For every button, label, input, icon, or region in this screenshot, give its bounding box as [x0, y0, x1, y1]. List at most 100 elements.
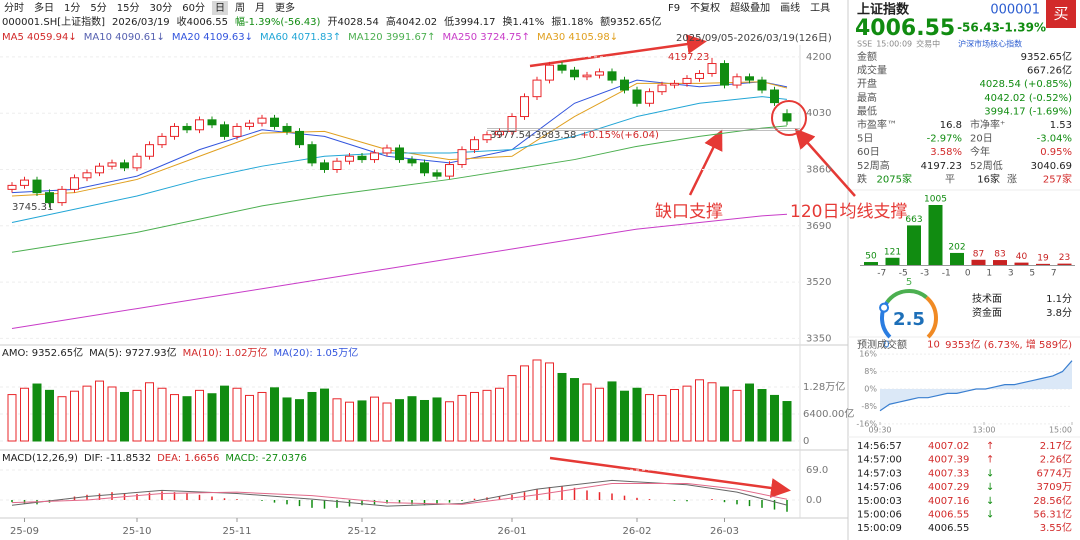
- trade-volume: 2.26亿: [1040, 453, 1072, 466]
- trade-price: 4007.16: [928, 496, 969, 507]
- volume-bar: [95, 380, 104, 442]
- ma-legend: MA30 4105.98↓: [537, 32, 618, 43]
- score-value: 3.8分: [1046, 307, 1072, 319]
- period-tab[interactable]: 5分: [90, 2, 106, 14]
- period-tab[interactable]: 30分: [149, 2, 172, 14]
- stat: 涨: [1007, 173, 1017, 185]
- tool-button[interactable]: F9: [668, 3, 680, 14]
- period-tab[interactable]: 日: [215, 3, 225, 14]
- trade-time: 14:57:03: [857, 468, 902, 479]
- stat: 52周高: [857, 159, 890, 172]
- stat: 金额: [857, 50, 877, 63]
- volume-bar: [532, 359, 542, 442]
- info: SSE: [857, 40, 872, 49]
- candle-body: [695, 72, 704, 79]
- stat: 平: [945, 174, 955, 185]
- trade-volume: 2.17亿: [1040, 439, 1072, 452]
- edge-label: 0: [965, 269, 971, 279]
- x-tick-label: 25-11: [222, 526, 251, 537]
- stat: 16家: [977, 172, 1000, 185]
- volume-bar: [670, 389, 679, 442]
- stat: 市盈率™: [857, 118, 897, 131]
- intraday-line: [879, 360, 1073, 412]
- volume-bar: [570, 378, 579, 442]
- volume-bar: [207, 393, 217, 442]
- stat: 9352.65亿: [1021, 50, 1072, 63]
- period-tab[interactable]: 分时: [4, 2, 24, 14]
- volume-bar: [582, 383, 592, 442]
- stat: 52周低: [970, 159, 1003, 172]
- annotation: 4197.23: [668, 52, 709, 63]
- trade-time: 15:00:06: [857, 510, 902, 521]
- candle-body: [607, 71, 617, 81]
- volume-bar: [482, 389, 492, 442]
- volume-bar: [520, 365, 529, 442]
- volume-bar: [645, 394, 654, 442]
- period-tab[interactable]: 1分: [64, 2, 80, 14]
- tool-button[interactable]: 超级叠加: [730, 1, 770, 14]
- volume-bar: [57, 396, 67, 442]
- trade-price: 4007.39: [928, 455, 969, 466]
- candle-body: [482, 134, 492, 141]
- annotation: 120日均线支撑: [790, 202, 907, 222]
- quote-field: 000001.SH[上证指数]: [2, 15, 105, 28]
- volume-bar: [770, 394, 779, 442]
- candle-body: [20, 179, 29, 186]
- stat: 16.8: [940, 120, 962, 131]
- ma-legend: MA120 3991.67↑: [348, 32, 435, 43]
- candle-body: [370, 152, 379, 161]
- trade-price: 4007.29: [928, 482, 969, 493]
- bar-label: 202: [948, 242, 965, 252]
- tool-button[interactable]: 不复权: [690, 1, 720, 14]
- stat: -2.97%: [927, 134, 962, 145]
- candle-body: [445, 164, 454, 177]
- volume-bar: [32, 383, 42, 442]
- volume-bar: [282, 397, 292, 442]
- candle-body: [320, 162, 329, 171]
- period-tab[interactable]: 周: [235, 2, 245, 14]
- buy-button[interactable]: [1046, 0, 1076, 28]
- y-tick-label: 16%: [859, 350, 877, 359]
- period-tab[interactable]: 15分: [117, 2, 140, 14]
- volume-legend: MA(10): 1.02万亿: [183, 346, 268, 359]
- ma-line: [11, 125, 788, 253]
- macd-legend: DIF: -11.8532: [84, 453, 151, 464]
- candle-body: [220, 124, 229, 137]
- candle-body: [570, 69, 579, 78]
- stat: 4028.54 (+0.85%): [980, 79, 1073, 90]
- period-tab[interactable]: 多日: [34, 1, 54, 14]
- quote-field: 振1.18%: [551, 15, 593, 28]
- score-value: 1.1分: [1046, 293, 1072, 305]
- candle-body: [507, 116, 517, 132]
- gauge-arc: [925, 295, 938, 339]
- volume-bar: [270, 387, 279, 442]
- volume-bar: [320, 388, 329, 442]
- candle-body: [645, 91, 654, 104]
- active-tab: [211, 1, 228, 15]
- stat: 1.53: [1050, 120, 1072, 131]
- candle-body: [670, 82, 679, 86]
- volume-bar: [120, 391, 129, 442]
- tool-button[interactable]: 画线: [780, 1, 800, 14]
- stat: 市净率⁺: [970, 118, 1005, 131]
- tool-button[interactable]: 工具: [810, 2, 830, 14]
- buy-label[interactable]: 买: [1053, 5, 1068, 23]
- volume-bar: [132, 389, 142, 442]
- period-tab[interactable]: 月: [255, 2, 265, 14]
- stat: 跌: [857, 172, 867, 185]
- volume-bar: [495, 387, 504, 442]
- info: 沪深市场核心指数: [958, 39, 1022, 49]
- quote-field: 开4028.54: [327, 17, 378, 28]
- candle-body: [757, 79, 767, 91]
- gauge-value: 2.5: [893, 309, 925, 330]
- stat: 0.95%: [1040, 147, 1072, 158]
- ma-legend: MA250 3724.75↑: [443, 32, 530, 43]
- trade-volume: 3.55亿: [1040, 521, 1072, 534]
- period-tab[interactable]: 更多: [275, 1, 295, 14]
- period-tab[interactable]: 60分: [182, 2, 205, 14]
- distribution-bar: [1036, 263, 1050, 265]
- edge-label: 7: [1051, 269, 1057, 279]
- volume-bar: [470, 391, 479, 442]
- volume-bar: [407, 396, 417, 442]
- distribution-bar: [971, 259, 986, 265]
